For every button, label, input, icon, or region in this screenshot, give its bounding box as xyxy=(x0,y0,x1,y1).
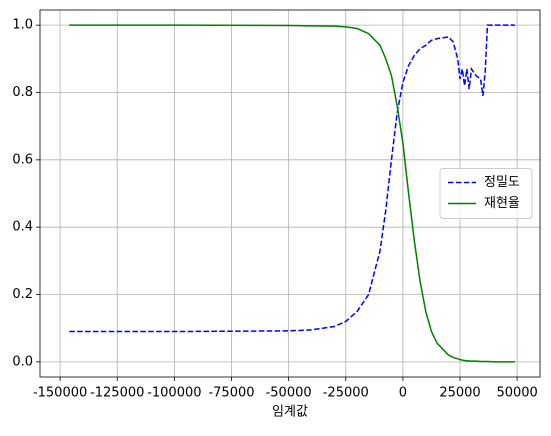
x-axis-label: 임계값 xyxy=(272,405,308,420)
x-tick-label: -50000 xyxy=(266,386,312,401)
y-tick-label: 0.4 xyxy=(12,220,33,235)
x-tick-label: 0 xyxy=(399,386,407,401)
y-tick-label: 1.0 xyxy=(12,18,33,33)
x-tick-label: 50000 xyxy=(496,386,537,401)
y-tick-label: 0.8 xyxy=(12,85,33,100)
y-tick-label: 0.2 xyxy=(12,287,33,302)
x-tick-label: -25000 xyxy=(323,386,369,401)
x-tick-label: -100000 xyxy=(147,386,201,401)
x-tick-label: -75000 xyxy=(208,386,254,401)
y-tick-label: 0.0 xyxy=(12,354,33,369)
line-series xyxy=(69,24,515,333)
y-tick-label: 0.6 xyxy=(12,152,33,167)
axes-frame xyxy=(39,9,541,378)
legend-label: 재현율 xyxy=(484,196,520,211)
legend-label: 정밀도 xyxy=(484,175,520,190)
x-tick-label: 25000 xyxy=(439,386,480,401)
x-tick-label: -150000 xyxy=(33,386,87,401)
line-series xyxy=(69,24,515,363)
x-tick-label: -125000 xyxy=(90,386,144,401)
legend-box xyxy=(439,168,533,219)
